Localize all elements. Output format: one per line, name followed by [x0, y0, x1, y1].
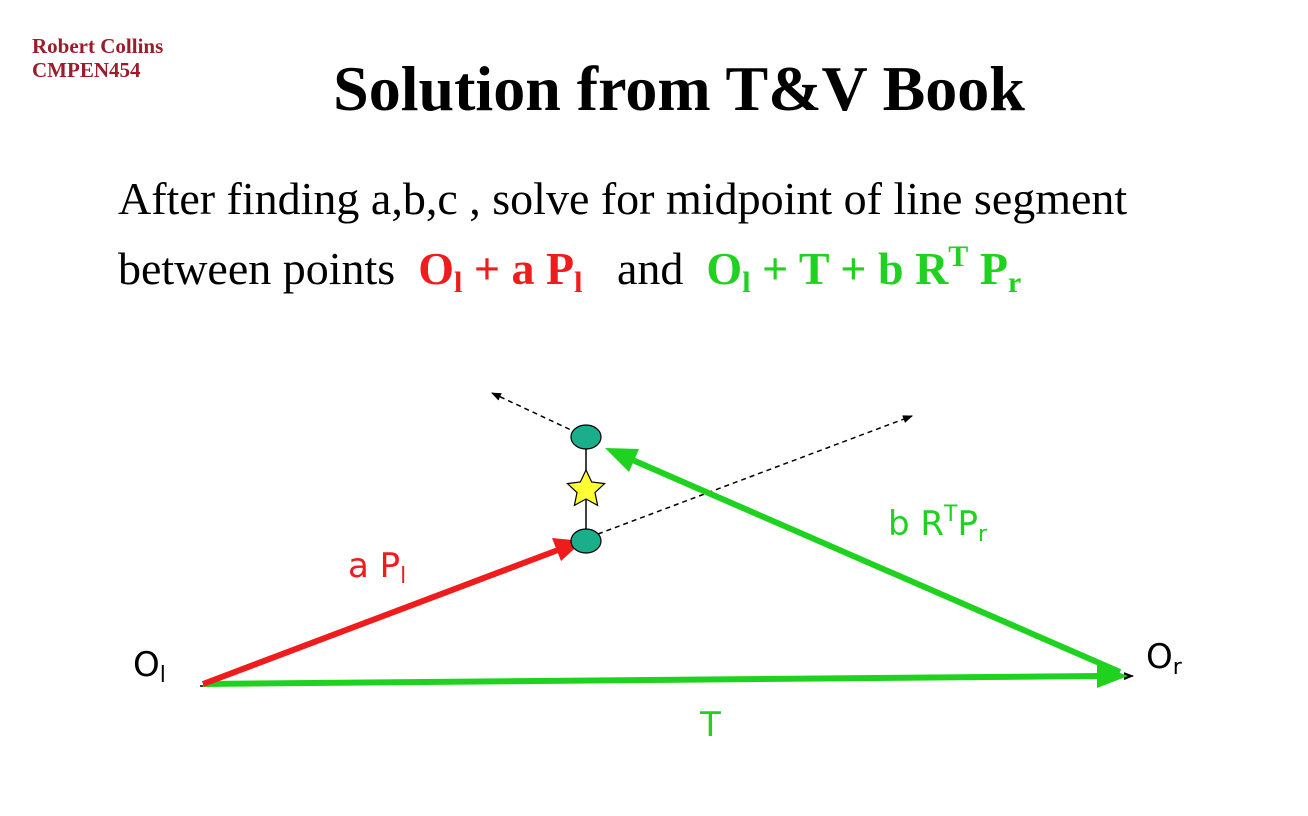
- expr1-o: O: [418, 243, 454, 294]
- midpoint-star-icon: [566, 468, 606, 507]
- expr2-p-sub: r: [1007, 266, 1022, 299]
- closest-point-right-ray: [570, 424, 602, 450]
- dashed-ray-right: [491, 392, 587, 438]
- label-origin-left: Ol: [133, 645, 166, 688]
- expr2-o-sub: l: [742, 266, 751, 299]
- author-name: Robert Collins: [32, 34, 164, 58]
- vector-brtpr-arrowhead: [605, 448, 639, 472]
- vector-t-arrowhead: [1097, 664, 1128, 688]
- dashed-ray-left: [597, 415, 913, 535]
- expr2-o: O: [706, 243, 743, 294]
- label-origin-right: Or: [1146, 637, 1183, 680]
- expr1-p-sub: l: [574, 266, 583, 299]
- course-code: CMPEN454: [32, 58, 141, 82]
- body-line-1: After finding a,b,c , solve for midpoint…: [118, 173, 1128, 224]
- expr2-r-sup: T: [948, 240, 969, 273]
- expr2-p: P: [968, 243, 1008, 294]
- closest-point-left-ray: [570, 528, 602, 554]
- label-a-pl: a Pl: [348, 546, 406, 589]
- slide-title: Solution from T&V Book: [333, 53, 1025, 124]
- and-word: and: [617, 243, 684, 294]
- body-line-2: between points Ol + a Pl and Ol + T + b …: [118, 228, 1127, 312]
- label-t: T: [699, 705, 721, 745]
- author-block: Robert Collins CMPEN454: [32, 34, 163, 82]
- line2-prefix: between points: [118, 243, 396, 294]
- expr1-rest: + a P: [462, 243, 575, 294]
- expr2-rest: + T + b R: [750, 243, 949, 294]
- slide-body: After finding a,b,c , solve for midpoint…: [118, 170, 1127, 312]
- vector-brtpr-shaft: [626, 455, 1122, 675]
- expression-left-point: Ol + a Pl: [418, 243, 582, 299]
- vector-t-shaft: [202, 673, 1101, 687]
- vector-apl-shaft: [201, 547, 560, 687]
- expr1-o-sub: l: [454, 266, 463, 299]
- expression-right-point: Ol + T + b RT Pr: [706, 240, 1021, 299]
- label-b-rt-pr: b RTPr: [888, 502, 988, 547]
